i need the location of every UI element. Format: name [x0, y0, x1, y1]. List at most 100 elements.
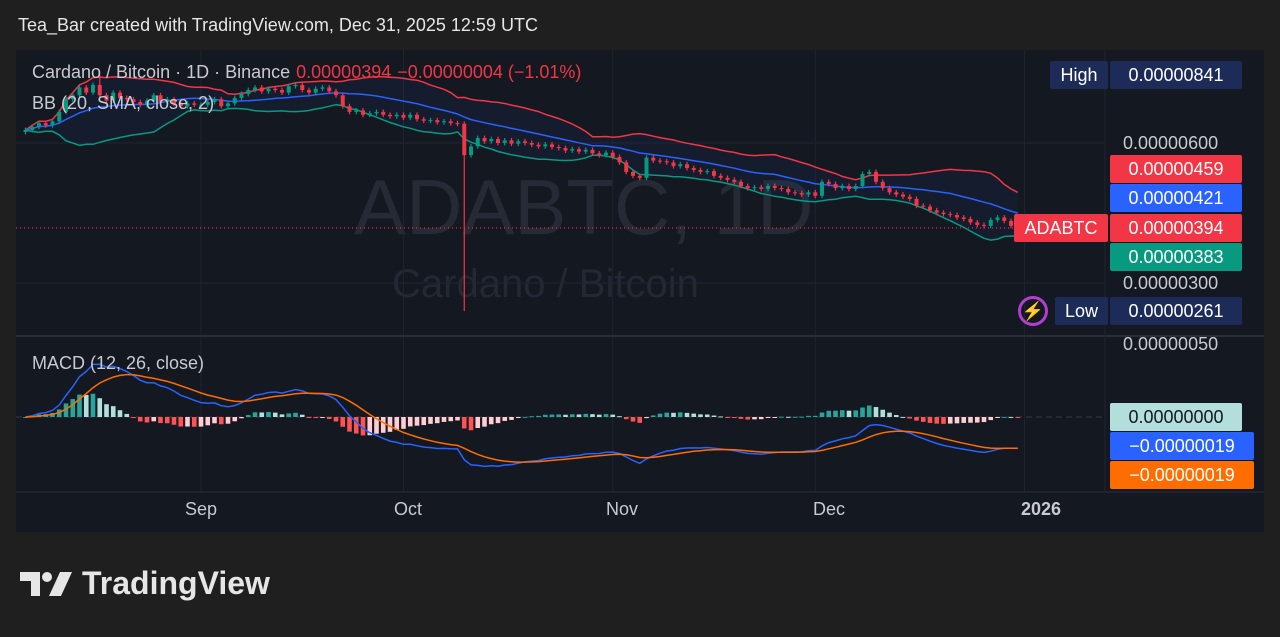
macd-histogram-bar: [995, 417, 1000, 418]
candle-body: [934, 210, 939, 213]
macd-histogram-bar: [326, 417, 332, 419]
candle-body: [394, 114, 399, 117]
candle-body: [759, 187, 764, 189]
candle-body: [887, 188, 892, 193]
macd-legend[interactable]: MACD (12, 26, close): [32, 353, 205, 373]
candle-body: [955, 215, 959, 218]
chart-canvas[interactable]: [16, 50, 1264, 532]
macd-histogram-bar: [779, 416, 784, 418]
macd-histogram-bar: [70, 399, 76, 417]
macd-histogram-bar: [198, 417, 204, 427]
macd-histogram-bar: [772, 417, 778, 418]
macd-histogram-bar: [407, 417, 413, 427]
macd-histogram-bar: [468, 417, 474, 431]
macd-histogram-bar: [893, 415, 899, 417]
candle-body: [320, 87, 325, 89]
candle-body: [988, 219, 993, 226]
candle-body: [874, 171, 878, 182]
chart-panel[interactable]: ADABTC, 1D Cardano / Bitcoin: [16, 50, 1264, 532]
macd-histogram-bar: [752, 417, 757, 420]
macd-histogram-bar: [839, 410, 845, 417]
macd-histogram-bar: [900, 416, 906, 418]
macd-histogram-bar: [657, 413, 663, 417]
candle-body: [705, 171, 710, 173]
watermark-name: Cardano / Bitcoin: [392, 262, 699, 306]
brand-name: TradingView: [82, 565, 270, 601]
candle-body: [678, 164, 683, 167]
candle-body: [806, 192, 811, 195]
macd-histogram-bar: [205, 417, 211, 426]
macd-histogram-bar: [583, 413, 589, 417]
last-price: 0.00000394: [296, 62, 392, 82]
macd-histogram-bar: [279, 414, 285, 417]
candle-body: [286, 86, 291, 93]
macd-histogram-bar: [83, 394, 89, 417]
macd-histogram-bar: [313, 417, 319, 418]
candle-body: [691, 168, 696, 170]
candle-body: [644, 157, 649, 178]
bb-lower-tag: 0.00000383: [1110, 243, 1242, 271]
macd-histogram-bar: [191, 417, 197, 427]
price-change: −0.00000004 (−1.01%): [397, 62, 582, 82]
macd-histogram-bar: [542, 414, 548, 417]
symbol-legend[interactable]: Cardano / Bitcoin · 1D · Binance 0.000003…: [32, 62, 581, 83]
macd-histogram-bar: [846, 410, 852, 417]
macd-histogram-bar: [610, 414, 616, 417]
candle-body: [401, 114, 406, 118]
macd-histogram-bar: [907, 417, 913, 419]
candle-body: [995, 217, 1000, 220]
candle-body: [111, 92, 116, 101]
macd-histogram-bar: [954, 417, 960, 424]
candle-body: [502, 140, 507, 143]
high-label: High: [1050, 61, 1108, 89]
candle-body: [448, 121, 453, 124]
low-value-tag: 0.00000261: [1110, 297, 1242, 325]
bb-legend[interactable]: BB (20, SMA, close, 2): [32, 93, 215, 113]
candle-body: [165, 99, 170, 103]
candle-body: [496, 139, 500, 143]
candle-body: [739, 181, 743, 186]
candle-body: [583, 149, 588, 152]
macd-histogram-bar: [252, 412, 258, 417]
macd-histogram-bar: [441, 417, 447, 422]
macd-histogram-bar: [131, 417, 136, 418]
candle-body: [1002, 217, 1007, 221]
macd-histogram-bar: [806, 415, 811, 417]
macd-histogram-bar: [286, 413, 292, 417]
candle-body: [671, 162, 676, 167]
macd-histogram-bar: [914, 417, 919, 421]
candle-body: [367, 113, 372, 115]
candle-body: [340, 95, 345, 107]
macd-histogram-bar: [590, 414, 595, 417]
candle-body: [455, 123, 460, 125]
candle-body: [232, 97, 237, 104]
macd-histogram-bar: [1001, 416, 1007, 418]
macd-histogram-bar: [414, 417, 420, 426]
macd-histogram-bar: [259, 412, 265, 417]
macd-histogram-bar: [353, 417, 359, 434]
candle-body: [361, 110, 365, 115]
candle-body: [226, 103, 230, 107]
macd-histogram-bar: [333, 417, 339, 422]
candle-body: [421, 119, 426, 121]
lightning-icon[interactable]: ⚡: [1018, 296, 1048, 326]
macd-histogram-bar: [110, 406, 116, 417]
candle-body: [354, 110, 359, 112]
macd-histogram-bar: [927, 417, 933, 423]
candle-body: [840, 185, 845, 189]
candle-body: [482, 138, 487, 142]
macd-histogram-bar: [947, 417, 953, 424]
candle-body: [860, 173, 865, 186]
candle-body: [145, 100, 149, 105]
macd-histogram-bar: [529, 416, 535, 418]
candle-body: [779, 188, 784, 190]
candle-body: [64, 99, 68, 112]
price-tick: 0.00000300: [1123, 273, 1219, 293]
price-tick: 0.00000050: [1123, 334, 1219, 354]
candle-body: [982, 224, 986, 226]
macd-histogram-bar: [522, 416, 528, 418]
candle-body: [624, 162, 629, 172]
macd-histogram-bar: [826, 410, 832, 417]
candle-body: [853, 185, 858, 189]
macd-histogram-bar: [63, 403, 69, 417]
